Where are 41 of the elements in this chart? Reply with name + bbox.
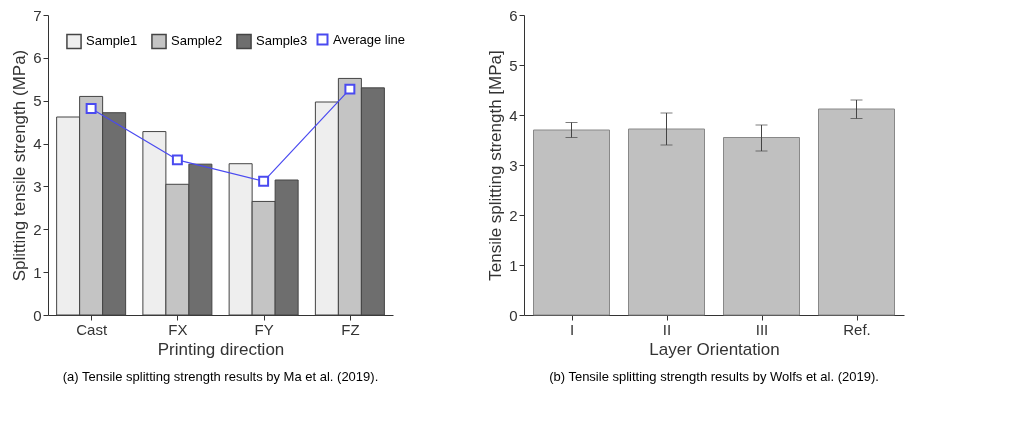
x-tick-label: FZ xyxy=(341,320,360,338)
bar xyxy=(723,137,800,316)
x-tick-label: FX xyxy=(168,320,188,338)
y-tick-label: 3 xyxy=(509,156,518,174)
y-tick-label: 1 xyxy=(33,263,42,281)
point xyxy=(171,154,183,166)
x-axis-title: Layer Orientation xyxy=(649,339,780,359)
y-tick-label: 6 xyxy=(33,49,42,67)
y-axis-title: Tensile splitting strength [MPa] xyxy=(486,50,506,281)
y-tick-label: 1 xyxy=(509,256,518,274)
legend-label: Sample1 xyxy=(86,33,138,49)
text: (a) Tensile splitting strength results by Ma et al. (2019). xyxy=(62,369,379,384)
point xyxy=(85,102,97,114)
legend-label: Sample3 xyxy=(256,33,308,49)
y-tick-label: 4 xyxy=(509,106,518,124)
legend-label: Sample2 xyxy=(171,33,223,49)
y-tick-label: 6 xyxy=(509,6,518,24)
x-axis-title: Printing direction xyxy=(157,339,285,359)
bar xyxy=(628,128,705,316)
y-tick-label: 3 xyxy=(33,177,42,195)
x-tick-label: Cast xyxy=(76,320,108,338)
y-tick-label: 5 xyxy=(509,56,518,74)
x-tick-label: I xyxy=(569,320,575,338)
bar xyxy=(533,129,610,316)
point xyxy=(258,175,270,187)
y-tick-label: 5 xyxy=(33,92,42,110)
x-tick-label: III xyxy=(755,320,769,338)
bar xyxy=(818,108,895,316)
y-tick-label: 4 xyxy=(33,135,42,153)
y-tick-label: 2 xyxy=(509,206,518,224)
point xyxy=(344,83,356,95)
x-tick-label: Ref. xyxy=(843,320,871,338)
text: (b) Tensile splitting strength results by Wolfs et al. (2019). xyxy=(549,369,879,384)
y-tick-label: 7 xyxy=(33,6,42,24)
x-tick-label: II xyxy=(662,320,672,338)
legend-label: Average line xyxy=(333,31,406,47)
y-tick-label: 2 xyxy=(33,220,42,238)
y-tick-label: 0 xyxy=(509,306,518,324)
y-axis-title: Splitting tensile strength (MPa) xyxy=(10,49,30,282)
y-tick-label: 0 xyxy=(33,306,42,324)
x-tick-label: FY xyxy=(254,320,274,338)
